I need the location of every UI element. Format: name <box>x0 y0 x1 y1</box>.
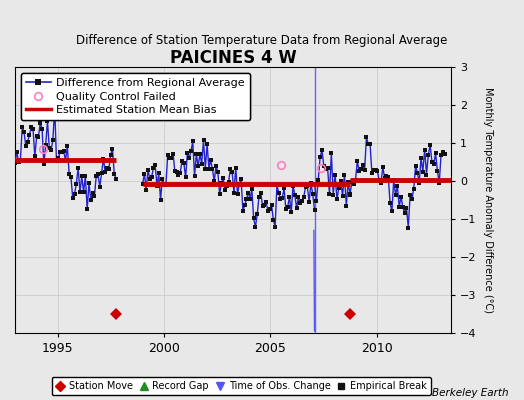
Title: PAICINES 4 W: PAICINES 4 W <box>170 49 297 67</box>
Legend: Station Move, Record Gap, Time of Obs. Change, Empirical Break: Station Move, Record Gap, Time of Obs. C… <box>51 377 431 395</box>
Text: Berkeley Earth: Berkeley Earth <box>432 388 508 398</box>
Y-axis label: Monthly Temperature Anomaly Difference (°C): Monthly Temperature Anomaly Difference (… <box>483 87 493 313</box>
Legend: Difference from Regional Average, Quality Control Failed, Estimated Station Mean: Difference from Regional Average, Qualit… <box>20 73 250 120</box>
Text: Difference of Station Temperature Data from Regional Average: Difference of Station Temperature Data f… <box>77 34 447 47</box>
